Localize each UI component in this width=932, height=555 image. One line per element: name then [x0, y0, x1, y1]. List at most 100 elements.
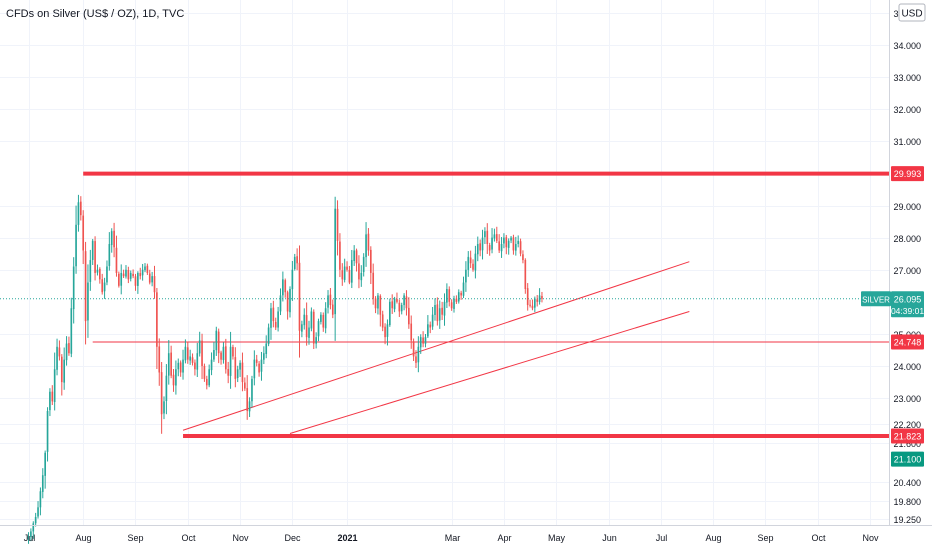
price-tick-label: 20.400 [893, 478, 921, 488]
currency-label: USD [901, 9, 922, 20]
candle-body [246, 388, 249, 412]
candle-body [400, 305, 403, 312]
candles-layer [27, 194, 543, 544]
candle-body [312, 311, 315, 344]
time-tick-label: Jun [602, 533, 617, 543]
currency-button[interactable]: USD [898, 3, 926, 22]
candle-body [331, 304, 334, 315]
time-tick-label: Nov [862, 533, 879, 543]
candle-body [503, 237, 505, 244]
candle-body [339, 241, 341, 270]
candle-body [113, 230, 115, 248]
candle-body [172, 374, 175, 386]
candle-body [446, 288, 448, 303]
candle-body [110, 231, 113, 245]
candle-body [263, 353, 265, 360]
price-tick-label: 22.200 [893, 420, 921, 430]
candle-body [436, 304, 439, 322]
candle-body [367, 233, 370, 251]
candle-body [410, 323, 413, 341]
candle-body [215, 330, 218, 351]
candle-body [236, 369, 239, 379]
price-tick-label: 21.600 [893, 439, 921, 449]
candle-body [267, 327, 270, 345]
candle-body [317, 321, 320, 337]
time-tick-label: Dec [284, 533, 301, 543]
candle-body [27, 536, 30, 540]
candle-body [384, 326, 386, 338]
candle-body [355, 250, 358, 264]
candle-body [175, 369, 177, 386]
candle-body [393, 298, 396, 310]
candle-body [441, 307, 443, 315]
candle-body [386, 324, 389, 337]
time-tick-label: Mar [445, 533, 461, 543]
price-tick-label: 28.000 [893, 234, 921, 244]
candle-body [222, 346, 225, 361]
price-axis[interactable]: 35.00034.00033.00032.00031.00029.00028.0… [893, 9, 921, 525]
candle-body [341, 270, 344, 280]
candle-body [429, 324, 432, 328]
candle-body [106, 266, 108, 283]
price-tag-label: 21.823 [894, 431, 922, 441]
candle-body [455, 298, 458, 302]
candle-body [320, 314, 322, 322]
trend-line [289, 310, 690, 434]
candle-body [282, 279, 284, 296]
candle-body [465, 269, 467, 283]
candle-body [377, 295, 379, 309]
price-tick-label: 24.000 [893, 362, 921, 372]
time-axis[interactable]: Jul Aug Sep Oct Nov Dec 2021 Mar Apr May Jun Jul Aug… [24, 533, 879, 543]
candle-body [201, 340, 203, 367]
price-tag-box [891, 334, 924, 350]
symbol-tag-box [861, 291, 891, 307]
price-tick-label: 19.800 [893, 497, 921, 507]
candle-body [522, 254, 524, 261]
candle-body [170, 352, 172, 376]
candle-body [68, 343, 70, 354]
candle-body [353, 250, 356, 261]
candle-body [424, 337, 427, 344]
candle-body [484, 231, 486, 238]
candle-body [56, 346, 58, 370]
candle-body [422, 337, 424, 344]
candle-body [507, 240, 510, 248]
chart-title: CFDs on Silver (US$ / OZ), 1D, TVC [6, 8, 184, 20]
last-price-box [891, 291, 924, 318]
candle-body [186, 347, 189, 360]
price-tick-label: 23.000 [893, 394, 921, 404]
price-tag-box [891, 166, 924, 182]
candle-body [91, 240, 94, 260]
candle-body [526, 288, 529, 306]
candle-body [510, 237, 512, 241]
price-tick-label: 19.250 [893, 515, 921, 525]
price-tag: 21.823 [891, 428, 924, 444]
candle-body [391, 301, 394, 309]
candle-body [365, 234, 367, 258]
candle-body [163, 401, 165, 414]
candle-body [63, 359, 66, 383]
candle-body [303, 314, 306, 326]
candle-body [358, 263, 360, 280]
symbol-tag-label: SILVER [862, 295, 890, 304]
candle-body [291, 269, 294, 290]
candle-body [408, 307, 410, 325]
candle-body [241, 362, 244, 383]
candle-body [348, 269, 351, 283]
candle-body [310, 311, 313, 329]
candle-body [203, 365, 206, 379]
bar-countdown: 04:39:01 [891, 306, 924, 316]
candle-body [75, 224, 77, 267]
price-tick-label: 33.000 [893, 73, 921, 83]
candle-body [118, 273, 120, 286]
candle-body [72, 266, 75, 310]
candle-body [360, 272, 363, 281]
candle-body [189, 356, 191, 361]
candle-body [125, 269, 127, 277]
candle-body [272, 307, 275, 322]
candle-body [308, 327, 310, 338]
candle-body [427, 324, 429, 337]
candle-body [322, 315, 325, 328]
